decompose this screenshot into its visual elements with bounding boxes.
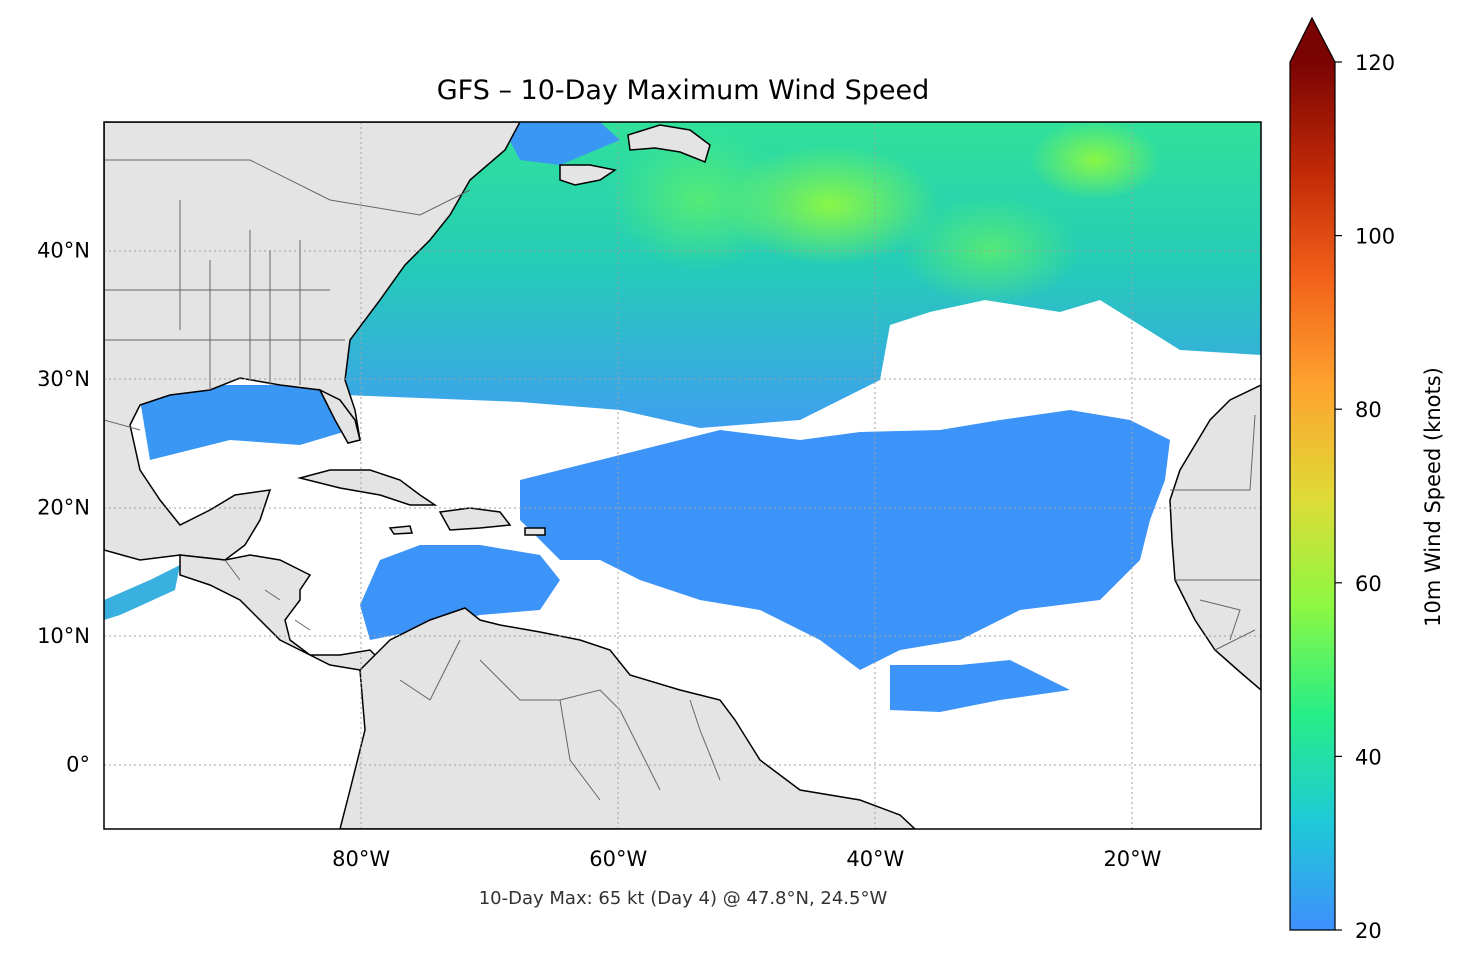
- lon-tick-label: 20°W: [1103, 847, 1161, 871]
- colorbar-tick-label: 100: [1355, 225, 1395, 249]
- border-us-canada: [104, 159, 471, 216]
- colorbar-tick-label: 20: [1355, 919, 1382, 943]
- land-newfoundland: [627, 124, 711, 164]
- land-jamaica: [388, 525, 413, 535]
- map-frame: [103, 121, 1262, 830]
- border-south-america: [399, 639, 721, 801]
- land-north-america: [104, 122, 521, 561]
- wind-field-pacific-coast: [104, 565, 180, 620]
- wind-max-core-4: [900, 195, 1080, 305]
- max-wind-annotation: 10-Day Max: 65 kt (Day 4) @ 47.8°N, 24.5…: [479, 888, 888, 909]
- land-cuba: [297, 469, 438, 506]
- colorbar-ticks: 20 40 60 80 100 120: [1335, 51, 1395, 943]
- lat-tick-label: 40°N: [37, 239, 90, 263]
- border-west-africa: [1170, 414, 1261, 651]
- colorbar-outline: [1289, 16, 1336, 931]
- wind-max-core-2: [1030, 122, 1160, 200]
- land-puerto-rico: [524, 527, 546, 536]
- lon-tick-label: 60°W: [589, 847, 647, 871]
- political-borders: [104, 159, 1261, 801]
- lat-tick-label: 0°: [66, 753, 90, 777]
- colorbar-label: 10m Wind Speed (knots): [1421, 367, 1445, 627]
- border-central-america: [224, 559, 311, 631]
- border-states-1: [104, 200, 345, 390]
- wind-field-north-atlantic: [340, 122, 1261, 428]
- lat-tick-label: 30°N: [37, 367, 90, 391]
- land-central-america: [179, 554, 382, 671]
- land-hispaniola: [438, 507, 512, 531]
- border-mexico-us: [104, 419, 141, 431]
- wind-field-trade-winds: [520, 410, 1170, 670]
- map-title: GFS – 10-Day Maximum Wind Speed: [437, 75, 929, 106]
- lat-tick-label: 20°N: [37, 496, 90, 520]
- latitude-tick-labels: 0° 10°N 20°N 30°N 40°N: [37, 239, 90, 777]
- wind-field-equatorial-patch: [890, 660, 1070, 712]
- colorbar-bar: [1290, 62, 1335, 930]
- colorbar-tick-label: 60: [1355, 572, 1382, 596]
- colorbar-extend-triangle: [1290, 18, 1335, 62]
- colorbar-tick-label: 120: [1355, 51, 1395, 75]
- lon-tick-label: 80°W: [332, 847, 390, 871]
- wind-field-canada-coast: [500, 122, 620, 165]
- map-panel: [104, 122, 1261, 829]
- longitude-tick-labels: 80°W 60°W 40°W 20°W: [332, 847, 1162, 871]
- wind-field-caribbean: [360, 545, 560, 640]
- wind-field-gulf-of-mexico: [140, 385, 350, 460]
- wind-max-core-3: [610, 130, 790, 270]
- colorbar-tick-label: 40: [1355, 745, 1382, 769]
- land-nova-scotia: [559, 164, 617, 186]
- lat-tick-label: 10°N: [37, 624, 90, 648]
- colorbar-tick-label: 80: [1355, 398, 1382, 422]
- colorbar: 20 40 60 80 100 120 10m Wind Speed (knots): [1289, 16, 1445, 943]
- lon-tick-label: 40°W: [846, 847, 904, 871]
- land-florida: [318, 388, 361, 444]
